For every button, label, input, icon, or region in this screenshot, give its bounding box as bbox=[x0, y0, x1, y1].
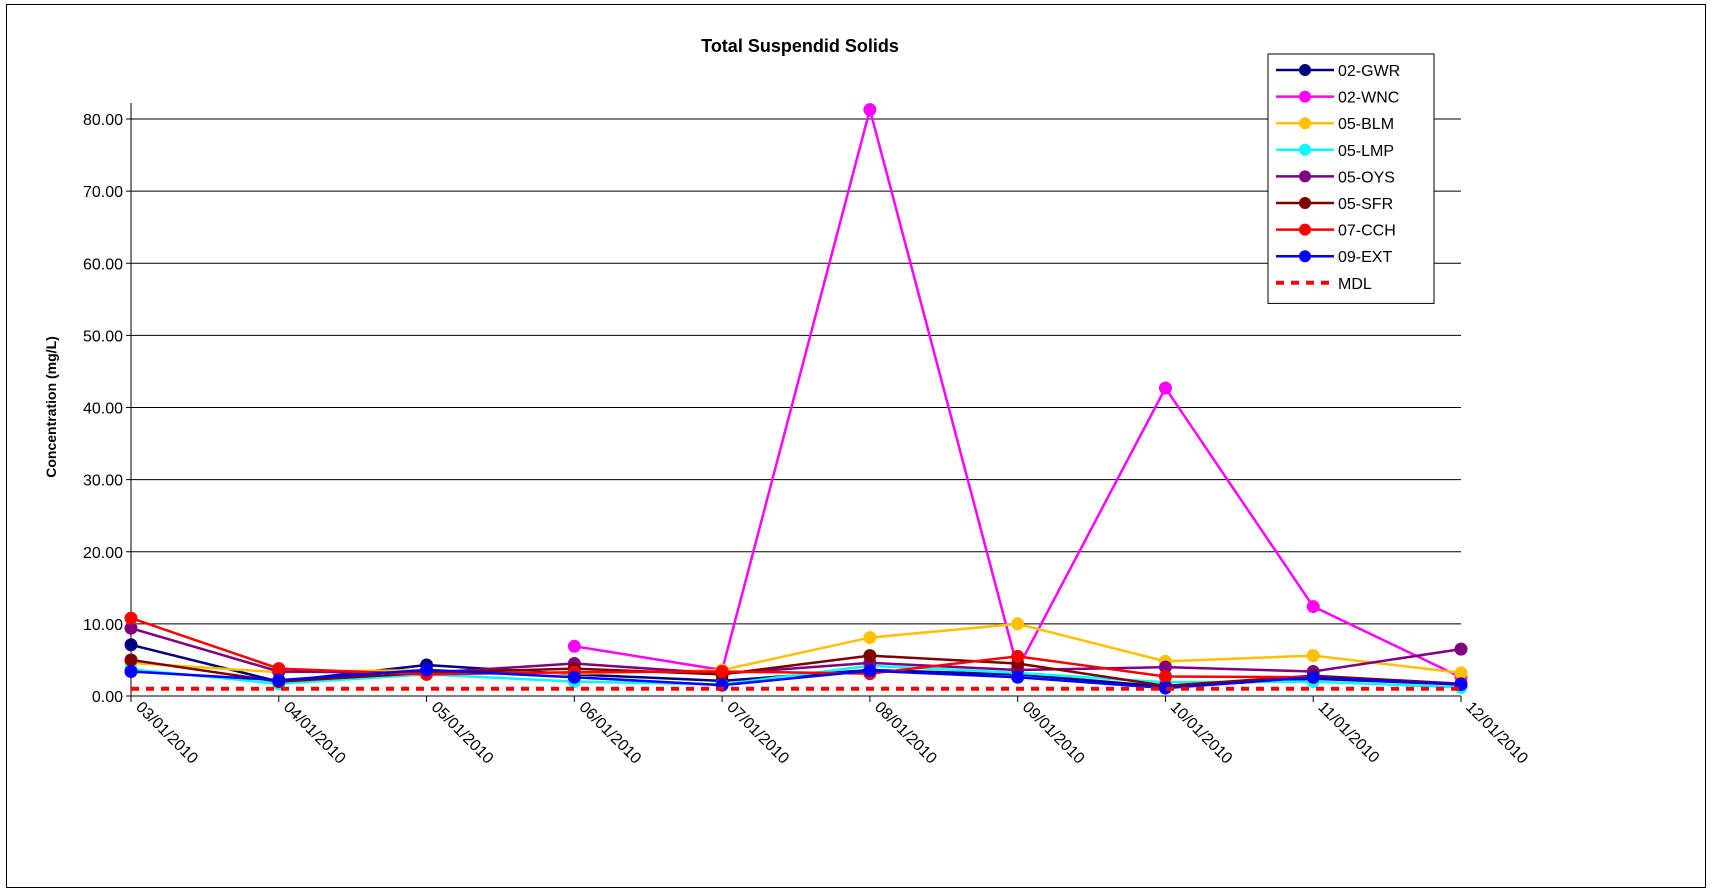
data-point bbox=[1158, 681, 1172, 695]
x-tick-label: 07/01/2010 bbox=[723, 699, 792, 768]
series-line bbox=[130, 668, 1462, 690]
y-tick-labels: 0.00 10.00 20.00 30.00 40.00 50.00 60.00 70.00 8… bbox=[83, 112, 123, 706]
y-tick-label: 10.00 bbox=[83, 617, 123, 634]
legend-item: 05-OYS bbox=[1276, 169, 1395, 186]
legend-label: 05-SFR bbox=[1338, 196, 1393, 213]
data-point bbox=[863, 103, 877, 117]
legend-item: 07-CCH bbox=[1276, 223, 1396, 240]
data-point bbox=[1011, 649, 1025, 663]
data-point bbox=[1011, 670, 1025, 684]
y-tick-label: 40.00 bbox=[83, 401, 123, 418]
x-tick-label: 03/01/2010 bbox=[132, 699, 201, 768]
data-point bbox=[567, 639, 581, 653]
x-tick-label: 04/01/2010 bbox=[280, 699, 349, 768]
x-tick-label: 11/01/2010 bbox=[1314, 699, 1382, 767]
y-tick-label: 80.00 bbox=[83, 112, 123, 129]
data-point bbox=[1454, 666, 1468, 680]
data-point bbox=[1306, 600, 1320, 614]
legend-label: MDL bbox=[1338, 276, 1372, 293]
data-point bbox=[124, 611, 138, 625]
data-point bbox=[124, 638, 138, 652]
data-point bbox=[1454, 642, 1468, 656]
legend-label: 05-OYS bbox=[1338, 169, 1395, 186]
x-tick-labels: 03/01/2010 04/01/2010 05/01/2010 06/01/2010… bbox=[132, 699, 1531, 768]
data-point bbox=[1158, 381, 1172, 395]
series-line bbox=[130, 654, 1462, 688]
y-tick-label: 0.00 bbox=[92, 689, 123, 706]
y-axis-label: Concentration (mg/L) bbox=[43, 336, 59, 478]
data-point bbox=[272, 673, 286, 687]
x-tick-label: 12/01/2010 bbox=[1462, 699, 1531, 768]
legend-item: 05-LMP bbox=[1276, 143, 1394, 160]
legend-swatch-marker bbox=[1299, 170, 1311, 183]
series-layer bbox=[124, 103, 1468, 695]
x-tick-label: 06/01/2010 bbox=[576, 699, 645, 768]
legend-swatch-marker bbox=[1299, 143, 1311, 156]
chart-title: Total Suspendid Solids bbox=[701, 36, 899, 56]
gridlines bbox=[131, 118, 1461, 625]
y-tick-label: 30.00 bbox=[83, 473, 123, 490]
legend-label: 09-EXT bbox=[1338, 249, 1392, 266]
legend-item: 02-WNC bbox=[1276, 90, 1399, 107]
data-point bbox=[420, 663, 434, 677]
legend-swatch-marker bbox=[1299, 197, 1311, 209]
series-07-cch bbox=[124, 611, 1468, 691]
legend-label: 02-WNC bbox=[1338, 90, 1399, 107]
legend-item: 05-BLM bbox=[1276, 116, 1394, 133]
legend-label: 05-LMP bbox=[1338, 143, 1394, 160]
legend-label: 02-GWR bbox=[1338, 63, 1400, 80]
y-tick-label: 20.00 bbox=[83, 545, 123, 562]
y-tick-label: 70.00 bbox=[83, 184, 123, 201]
data-point bbox=[1158, 670, 1172, 684]
legend-item: 05-SFR bbox=[1276, 196, 1393, 213]
data-point bbox=[124, 621, 138, 635]
data-point bbox=[272, 662, 286, 676]
series-line bbox=[130, 627, 1462, 675]
data-point bbox=[863, 664, 877, 678]
legend-item: MDL bbox=[1276, 276, 1372, 293]
axes bbox=[126, 103, 1462, 702]
legend-item: 02-GWR bbox=[1276, 63, 1400, 80]
data-point bbox=[1306, 649, 1320, 663]
data-point bbox=[124, 664, 138, 678]
y-tick-label: 50.00 bbox=[83, 328, 123, 345]
x-tick-label: 10/01/2010 bbox=[1167, 699, 1236, 768]
data-point bbox=[863, 649, 877, 663]
data-point bbox=[124, 653, 138, 667]
legend-swatch-marker bbox=[1299, 90, 1311, 103]
series-line bbox=[130, 616, 1462, 686]
data-point bbox=[1011, 617, 1025, 631]
data-point bbox=[567, 670, 581, 684]
y-tick-label: 60.00 bbox=[83, 256, 123, 273]
legend-label: 07-CCH bbox=[1338, 223, 1396, 240]
legend-swatch-marker bbox=[1299, 64, 1311, 76]
legend-swatch-marker bbox=[1299, 250, 1311, 263]
data-point bbox=[863, 631, 877, 645]
legend-swatch-marker bbox=[1299, 223, 1311, 236]
data-point bbox=[715, 664, 729, 678]
data-point bbox=[1306, 670, 1320, 684]
data-point bbox=[1158, 660, 1172, 674]
x-tick-label: 09/01/2010 bbox=[1019, 699, 1088, 768]
x-tick-label: 08/01/2010 bbox=[871, 699, 940, 768]
legend: 02-GWR 02-WNC 05-BLM 05-LMP 05-OYS 05-SFR 07-C… bbox=[1267, 53, 1435, 304]
x-tick-label: 05/01/2010 bbox=[428, 699, 497, 768]
legend-label: 05-BLM bbox=[1338, 116, 1394, 133]
legend-item: 09-EXT bbox=[1276, 249, 1392, 266]
legend-swatch-marker bbox=[1299, 117, 1311, 130]
